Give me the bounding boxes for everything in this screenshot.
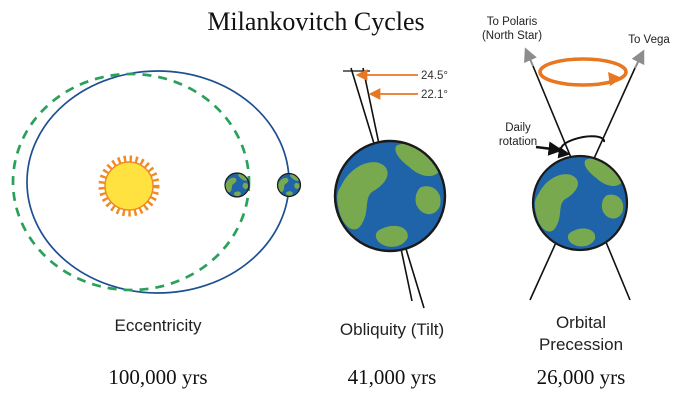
obliquity-label: Obliquity (Tilt)	[340, 320, 444, 339]
polaris-label-line1: To Polaris	[487, 16, 538, 28]
angle-max-label: 24.5°	[421, 70, 448, 82]
eccentricity-period: 100,000 yrs	[108, 365, 207, 389]
vega-arrow	[631, 49, 645, 69]
daily-rotation-label-line1: Daily	[505, 122, 531, 134]
vega-label: To Vega	[628, 34, 670, 46]
page-title: Milankovitch Cycles	[207, 7, 424, 36]
polaris-label-line2: (North Star)	[482, 30, 542, 42]
earth-icon	[276, 172, 302, 198]
earth-icon	[333, 139, 447, 253]
precession-label-line1: Orbital	[556, 313, 606, 332]
precession-panel: To Polaris (North Star) To Vega Daily ro…	[482, 16, 670, 389]
daily-rotation-label-line2: rotation	[499, 136, 537, 148]
earth-icon	[224, 172, 250, 198]
eccentricity-label: Eccentricity	[115, 316, 202, 335]
eccentricity-panel: Eccentricity 100,000 yrs	[11, 70, 302, 389]
precession-loop	[538, 57, 628, 87]
polaris-arrow	[524, 47, 537, 67]
earth-icon	[531, 154, 629, 252]
daily-rotation-pointer	[535, 141, 563, 156]
daily-rotation-arc	[557, 135, 606, 159]
sun-icon	[98, 155, 160, 217]
precession-period: 26,000 yrs	[537, 365, 626, 389]
precession-loop-arrowhead	[608, 72, 622, 86]
precession-label-line2: Precession	[539, 335, 623, 354]
angle-min-label: 22.1°	[421, 89, 448, 101]
obliquity-panel: 24.5° 22.1° Obliquity (Tilt) 41,000 yrs	[333, 67, 448, 389]
obliquity-period: 41,000 yrs	[348, 365, 437, 389]
